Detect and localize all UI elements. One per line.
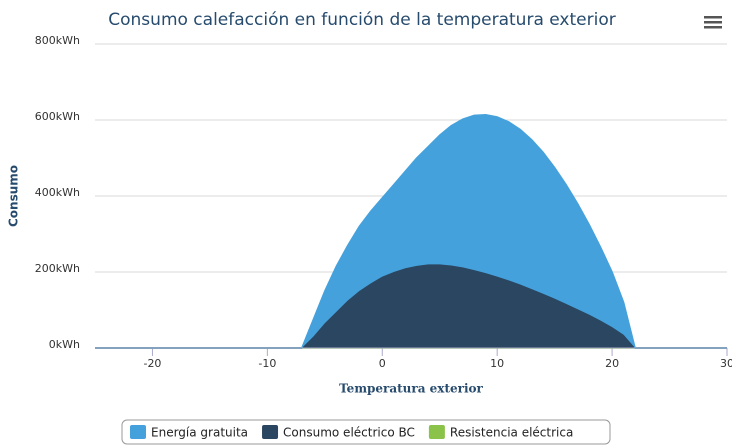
- area: [95, 114, 727, 348]
- legend-label[interactable]: Consumo eléctrico BC: [283, 426, 415, 440]
- y-tick-label: 400kWh: [35, 186, 80, 199]
- menu-button[interactable]: [704, 16, 722, 29]
- legend-swatch[interactable]: [130, 425, 146, 439]
- x-axis-title: Temperatura exterior: [339, 382, 483, 396]
- area: [95, 264, 727, 348]
- legend-swatch[interactable]: [262, 425, 279, 439]
- x-tick-label: -20: [143, 357, 161, 370]
- x-tick-label: 30: [720, 357, 732, 370]
- legend-label[interactable]: Energía gratuita: [151, 426, 248, 440]
- y-tick-label: 0kWh: [49, 338, 80, 351]
- legend-swatch[interactable]: [428, 425, 445, 439]
- y-tick-label: 200kWh: [35, 262, 80, 275]
- y-tick-label: 600kWh: [35, 110, 80, 123]
- legend-label[interactable]: Resistencia eléctrica: [450, 426, 573, 440]
- area-edge: [95, 113, 727, 349]
- chart-title: Consumo calefacción en función de la tem…: [108, 10, 615, 30]
- y-tick-label: 800kWh: [35, 34, 80, 47]
- y-axis-title: Consumo: [7, 165, 21, 227]
- x-tick-label: 0: [379, 357, 386, 370]
- x-tick-label: -10: [258, 357, 276, 370]
- x-tick-label: 20: [605, 357, 619, 370]
- x-tick-label: 10: [490, 357, 504, 370]
- legend-box: [121, 419, 611, 445]
